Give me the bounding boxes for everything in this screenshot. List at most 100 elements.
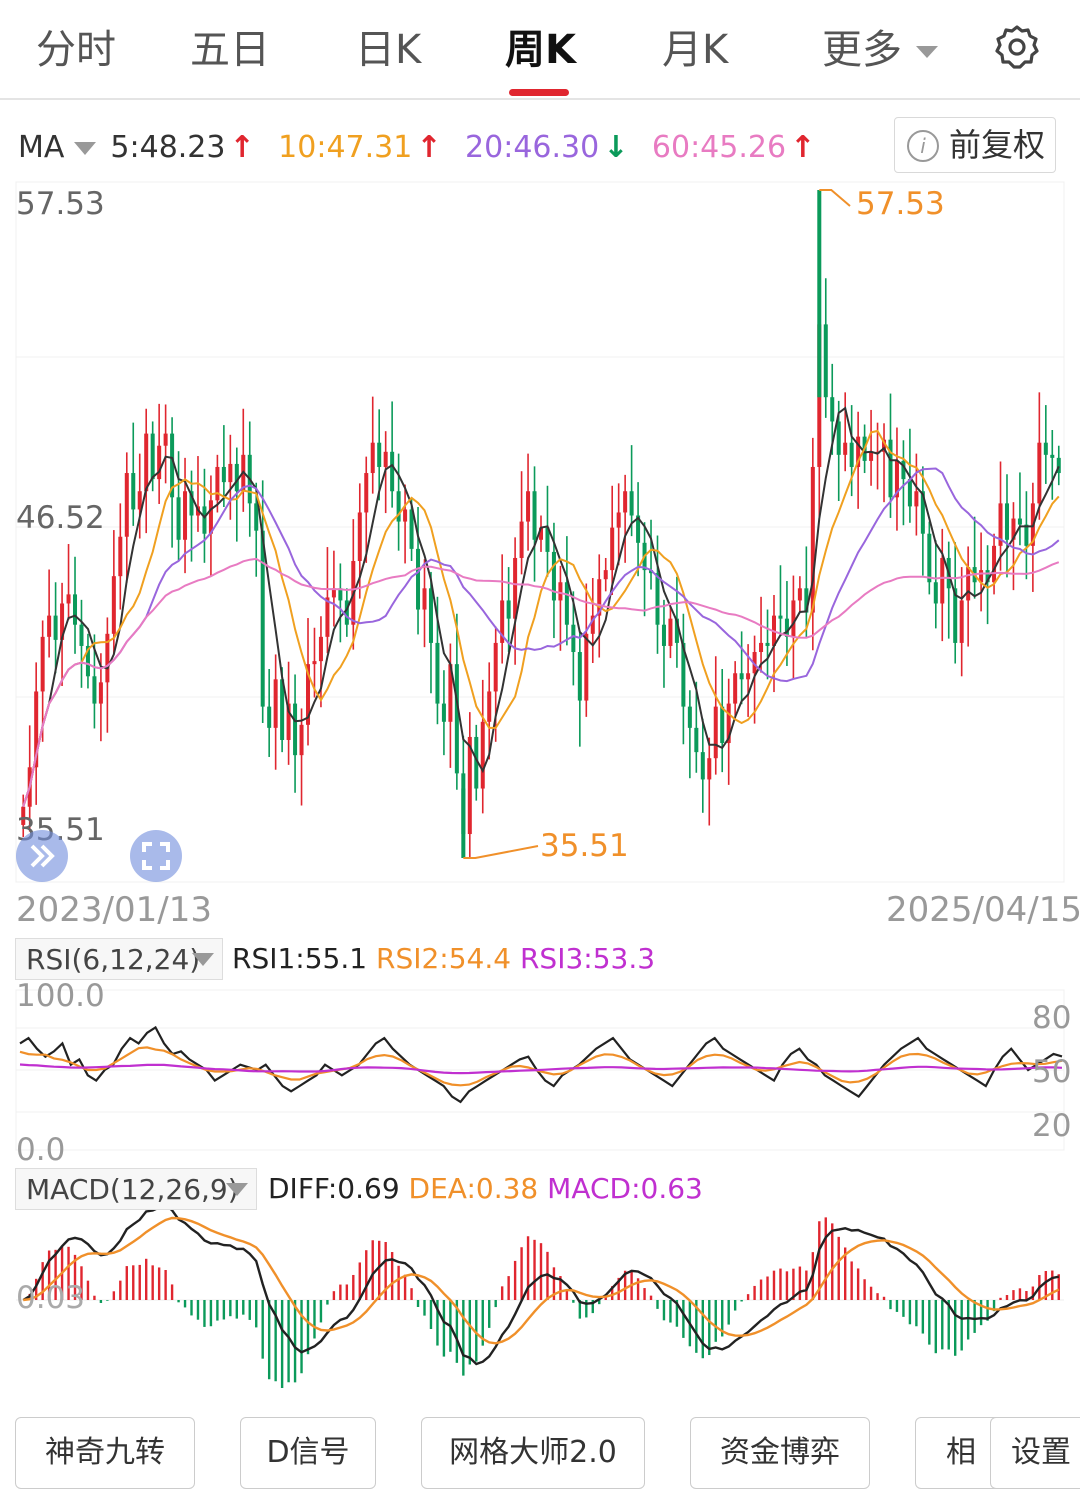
candle-body	[474, 736, 479, 789]
ma60-text: 60:45.26	[651, 130, 787, 165]
candle-body	[830, 397, 835, 422]
candle-body	[163, 433, 168, 446]
candle-body	[1037, 442, 1042, 504]
candle-body	[228, 463, 233, 483]
fullscreen-button[interactable]	[130, 830, 182, 882]
candle-body	[778, 615, 783, 619]
candle-body	[403, 509, 408, 522]
rsi-80-label: 80	[1032, 1000, 1072, 1036]
candle-body	[428, 588, 433, 643]
ma-legend: MA 5:48.23 ↑ 10:47.31 ↑ 20:46.30 ↓ 60:45.26 ↑	[18, 126, 829, 170]
active-tab-indicator	[509, 89, 569, 96]
settings-button[interactable]: 设置	[990, 1417, 1080, 1489]
rsi-50-label: 50	[1032, 1054, 1072, 1090]
ma20-text: 20:46.30	[465, 130, 600, 165]
rsi-name: RSI(6,12,24)	[26, 943, 201, 976]
rsi-selector[interactable]: RSI(6,12,24)	[15, 938, 223, 980]
candle-body	[111, 576, 116, 634]
candle-body	[344, 600, 349, 625]
candle-body	[98, 682, 103, 704]
candle-body	[940, 557, 945, 604]
candle-body	[267, 706, 272, 728]
candle-body	[202, 506, 207, 534]
candle-body	[480, 721, 485, 789]
candle-body	[183, 491, 188, 540]
candle-body	[610, 527, 615, 571]
tab-monthly-k[interactable]: 月K	[662, 27, 729, 73]
end-date-label: 2025/04/15	[886, 890, 1080, 930]
info-icon: i	[907, 130, 939, 162]
candle-body	[383, 451, 388, 467]
tab-intraday[interactable]: 分时	[36, 27, 116, 73]
candle-body	[726, 703, 731, 744]
fund-game-button[interactable]: 资金博弈	[690, 1417, 870, 1489]
low-marker-line	[463, 845, 539, 859]
candle-body	[448, 664, 453, 722]
candle-body	[144, 433, 149, 492]
macd-selector[interactable]: MACD(12,26,9)	[15, 1168, 257, 1210]
low-marker-label: 35.51	[540, 828, 629, 864]
ma-dropdown-icon[interactable]	[74, 142, 97, 155]
candle-body	[92, 676, 97, 704]
tab-daily-k[interactable]: 日K	[355, 27, 422, 73]
candle-body	[888, 439, 893, 498]
tab-weekly-k[interactable]: 周K	[505, 27, 576, 73]
candle-body	[526, 491, 531, 522]
candle-body	[998, 503, 1003, 546]
gear-icon[interactable]	[994, 24, 1040, 70]
candle-body	[513, 557, 518, 619]
nine-turn-button[interactable]: 神奇九转	[15, 1417, 195, 1489]
candle-body	[843, 442, 848, 455]
ma5-value: 5:48.23 ↑	[110, 130, 254, 165]
candle-body	[823, 324, 828, 398]
candle-body	[331, 588, 336, 598]
collapse-panel-button[interactable]	[16, 830, 68, 882]
candle-body	[746, 673, 751, 680]
rsi-values: RSI1:55.1 RSI2:54.4 RSI3:53.3	[232, 938, 655, 980]
ma20-line	[22, 467, 1060, 808]
ma60-line	[22, 557, 1060, 808]
candle-body	[882, 439, 887, 452]
candle-body	[73, 594, 78, 625]
candle-body	[208, 500, 213, 534]
tab-more[interactable]: 更多	[822, 22, 938, 78]
candle-body	[623, 491, 628, 513]
candle-body	[422, 588, 427, 610]
candle-body	[170, 433, 175, 498]
candle-body	[810, 466, 815, 613]
candle-body	[21, 806, 26, 825]
candle-body	[584, 633, 589, 701]
grid-master-button[interactable]: 网格大师2.0	[421, 1417, 645, 1489]
adjust-mode-button[interactable]: i 前复权	[894, 117, 1056, 173]
candle-body	[707, 758, 712, 780]
candle-body	[603, 570, 608, 580]
chevron-down-icon	[192, 953, 214, 966]
candle-body	[700, 752, 705, 780]
candle-body	[189, 491, 194, 516]
candle-body	[577, 652, 582, 701]
tab-five-day[interactable]: 五日	[190, 27, 270, 73]
candle-body	[927, 533, 932, 583]
rsi-min-label: 0.0	[16, 1132, 66, 1168]
price-max-label: 57.53	[16, 186, 105, 222]
d-signal-button[interactable]: D信号	[240, 1417, 376, 1489]
tab-more-label: 更多	[822, 27, 902, 73]
candle-body	[992, 545, 997, 583]
candle-body	[661, 624, 666, 646]
rsi2-line	[19, 1046, 1063, 1087]
candle-body	[157, 445, 162, 480]
candle-body	[454, 664, 459, 774]
candle-body	[739, 673, 744, 680]
candle-body	[1050, 454, 1055, 458]
candle-body	[759, 642, 764, 653]
candle-body	[649, 570, 654, 574]
candle-body	[636, 515, 641, 543]
candle-body	[60, 603, 65, 640]
macd-values: DIFF:0.69 DEA:0.38 MACD:0.63	[268, 1168, 703, 1210]
candle-body	[40, 636, 45, 692]
macd-dea-line	[23, 1216, 1060, 1345]
candle-body	[720, 706, 725, 744]
candle-body	[150, 433, 155, 480]
candle-body	[590, 615, 595, 634]
